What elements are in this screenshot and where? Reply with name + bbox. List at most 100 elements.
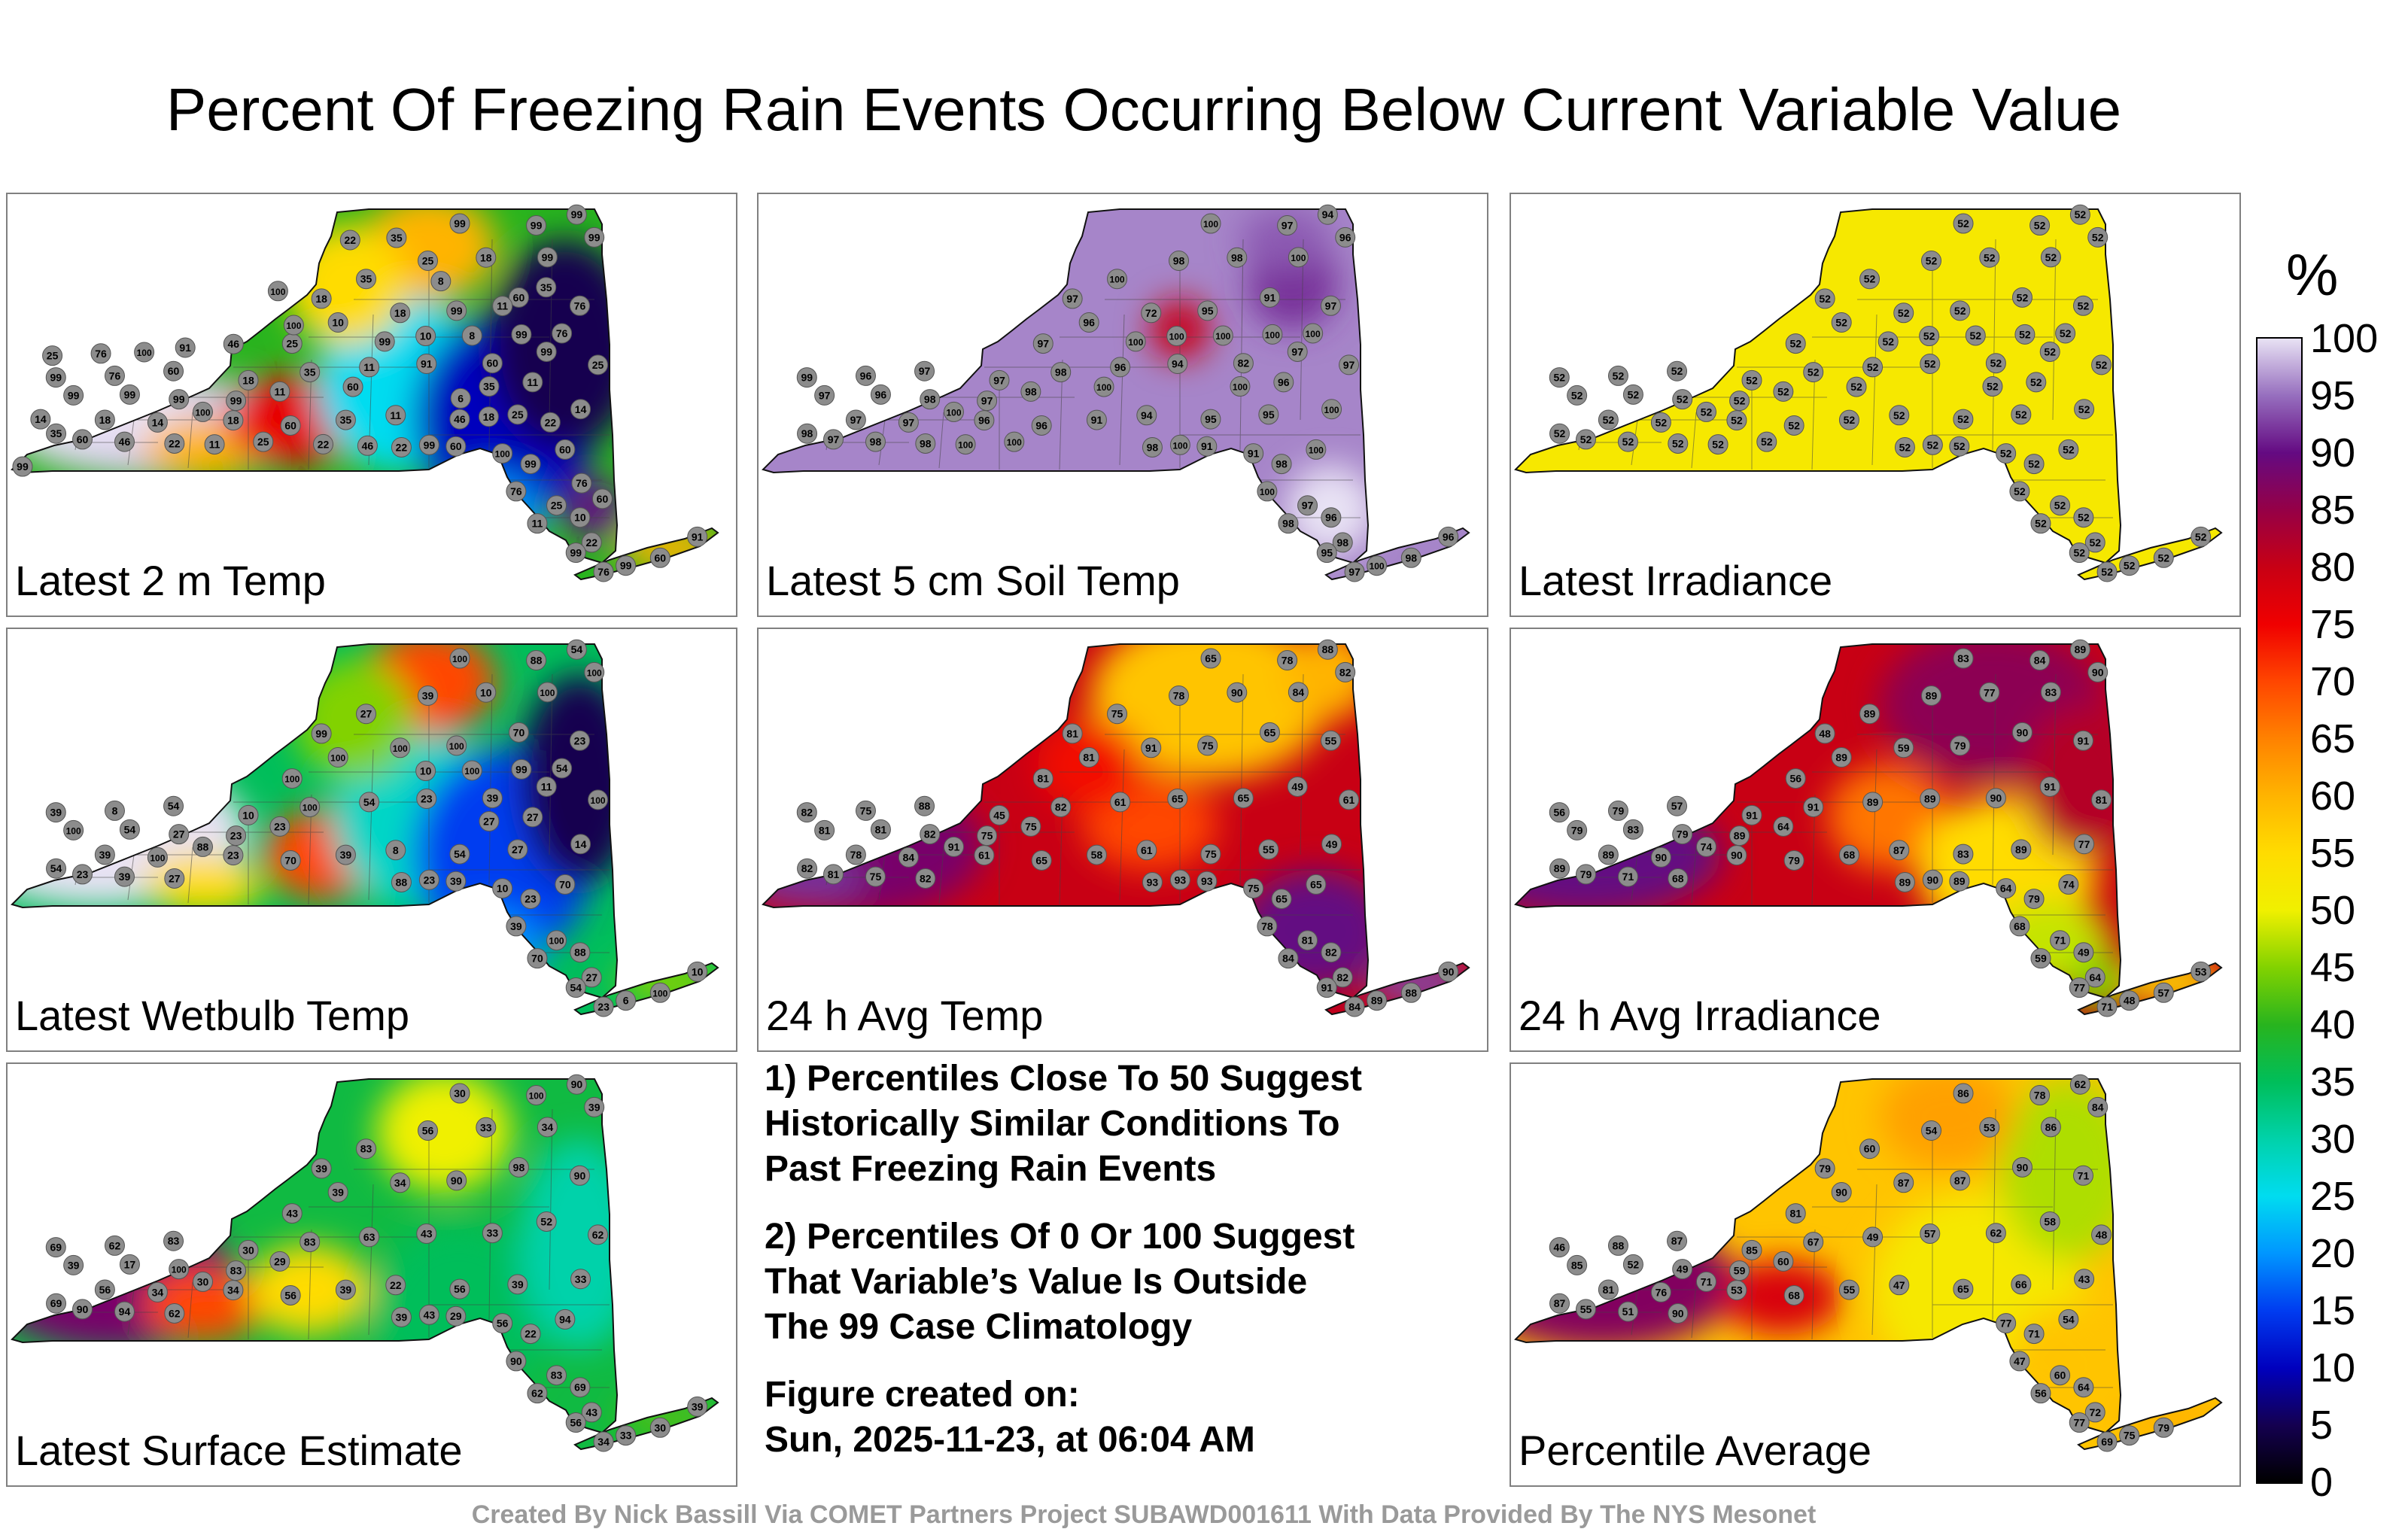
station-value: 98 [1336,536,1348,549]
station-value: 81 [1789,1208,1801,1220]
station-value: 22 [318,438,330,450]
station-marker: 34 [537,1117,558,1138]
station-marker: 52 [1893,302,1914,324]
station-value: 27 [585,971,597,983]
station-value: 100 [1215,331,1230,342]
station-value: 65 [1172,793,1184,805]
station-marker: 68 [1838,844,1859,865]
station-value: 97 [981,395,993,407]
station-value: 25 [512,409,524,421]
station-marker: 34 [147,1281,168,1302]
station-value: 99 [68,389,80,401]
station-value: 90 [1672,1307,1684,1319]
station-value: 64 [2000,883,2012,895]
station-marker: 54 [2058,1309,2079,1330]
station-marker: 90 [1922,869,1943,890]
station-marker: 98 [1142,436,1163,457]
station-value: 90 [2017,726,2029,738]
station-marker: 95 [1197,300,1218,321]
colorbar-tick: 40 [2310,1002,2356,1047]
colorbar-unit: % [2286,242,2339,308]
station-marker: 81 [1032,768,1054,789]
panel-label: Percentile Average [1519,1427,1872,1474]
station-value: 68 [1788,1289,1800,1301]
station-value: 23 [421,793,433,805]
station-value: 14 [152,416,164,428]
station-marker: 52 [1982,376,2003,397]
station-value: 89 [1867,796,1879,808]
station-value: 39 [50,807,62,819]
station-marker: 54 [565,977,586,999]
station-value: 98 [1173,255,1185,267]
station-marker: 52 [2009,481,2030,502]
station-marker: 97 [1297,495,1318,516]
station-value: 95 [1263,409,1275,421]
station-value: 91 [421,358,433,370]
station-marker: 81 [1078,747,1099,768]
station-value: 29 [274,1255,286,1267]
station-value: 47 [1893,1279,1905,1291]
station-value: 8 [393,844,399,856]
station-value: 96 [978,415,990,427]
station-value: 100 [172,1265,187,1275]
station-value: 97 [1343,359,1355,371]
colorbar-tick: 50 [2310,888,2356,933]
station-value: 46 [1553,1242,1565,1254]
station-value: 52 [1553,372,1565,384]
station-marker: 30 [649,1417,670,1438]
station-marker: 52 [1729,391,1750,412]
station-marker: 100 [1093,376,1114,397]
station-marker: 71 [2096,996,2118,1017]
station-marker: 99 [446,300,467,321]
panel-label: Latest 2 m Temp [15,557,326,604]
station-value: 52 [1819,293,1831,305]
station-value: 52 [1990,357,2002,369]
station-marker: 39 [506,916,527,937]
station-value: 84 [903,851,915,863]
station-value: 52 [1953,440,1966,452]
station-value: 91 [1321,982,1333,994]
station-marker: 91 [944,836,965,857]
station-value: 82 [801,862,813,874]
station-marker: 75 [865,866,886,887]
colorbar-tick: 55 [2310,831,2356,876]
station-marker: 99 [311,723,332,744]
station-marker: 39 [327,1182,348,1203]
station-marker: 53 [2191,961,2212,982]
station-value: 77 [1984,686,1996,698]
station-marker: 23 [416,789,437,810]
station-marker: 89 [1859,704,1880,725]
station-value: 52 [2035,518,2047,530]
station-value: 27 [173,828,185,840]
station-marker: 100 [134,342,155,363]
station-value: 52 [1554,427,1566,439]
station-value: 97 [903,416,915,428]
station-marker: 84 [898,847,919,868]
station-marker: 90 [1831,1182,1852,1203]
station-value: 100 [1260,487,1275,497]
station-value: 54 [124,823,136,835]
station-marker: 91 [2039,776,2060,797]
station-marker: 100 [390,737,411,758]
station-marker: 99 [616,555,637,576]
station-marker: 52 [1996,443,2017,464]
station-marker: 25 [546,495,567,516]
station-value: 91 [1091,414,1103,426]
station-value: 23 [574,734,586,746]
station-value: 30 [454,1087,466,1099]
station-marker: 79 [2023,889,2045,910]
station-marker: 75 [1243,878,1264,899]
station-value: 83 [1628,823,1640,835]
station-marker: 76 [552,323,573,344]
station-marker: 99 [63,385,84,406]
station-marker: 98 [508,1157,529,1178]
station-marker: 88 [1400,982,1421,1003]
station-value: 75 [860,804,872,816]
station-value: 39 [588,1101,600,1113]
colorbar-tick: 35 [2310,1059,2356,1105]
station-marker: 52 [1549,423,1570,444]
station-value: 8 [438,275,444,287]
station-value: 91 [1248,448,1260,460]
station-marker: 52 [2119,555,2140,576]
